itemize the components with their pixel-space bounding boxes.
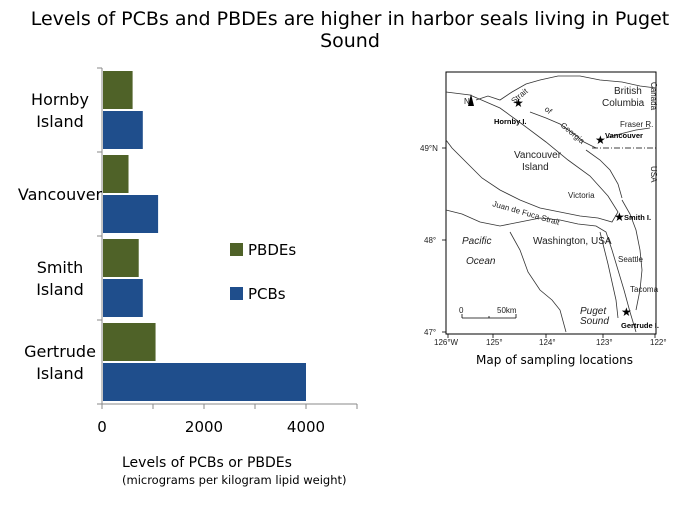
x-tick-label: 2000: [185, 418, 223, 436]
bar-pbdes-2: [103, 239, 139, 277]
chart-title: Levels of PCBs and PBDEs are higher in h…: [30, 8, 670, 52]
bar-pcbs-1: [103, 195, 159, 233]
category-label: Smith: [37, 258, 84, 277]
category-label: Gertrude: [24, 342, 96, 361]
x-axis-label: Levels of PCBs or PBDEs: [122, 455, 292, 471]
bar-pcbs-2: [103, 279, 143, 317]
legend-swatch-pcbs: [230, 287, 243, 300]
legend-label-pbdes: PBDEs: [248, 241, 296, 259]
bar-pcbs-3: [103, 363, 306, 401]
x-tick-label: 0: [97, 418, 107, 436]
category-label: Island: [36, 112, 84, 131]
category-label: Island: [36, 364, 84, 383]
legend-label-pcbs: PCBs: [248, 285, 286, 303]
bar-pbdes-0: [103, 71, 133, 109]
category-label: Hornby: [31, 90, 89, 109]
x-axis-sublabel: (micrograms per kilogram lipid weight): [122, 473, 347, 487]
x-tick-label: 4000: [287, 418, 325, 436]
category-label: Vancouver: [18, 185, 103, 204]
bar-pbdes-3: [103, 323, 156, 361]
bar-pbdes-1: [103, 155, 129, 193]
category-label: Island: [36, 280, 84, 299]
bar-pcbs-0: [103, 111, 143, 149]
legend-swatch-pbdes: [230, 243, 243, 256]
